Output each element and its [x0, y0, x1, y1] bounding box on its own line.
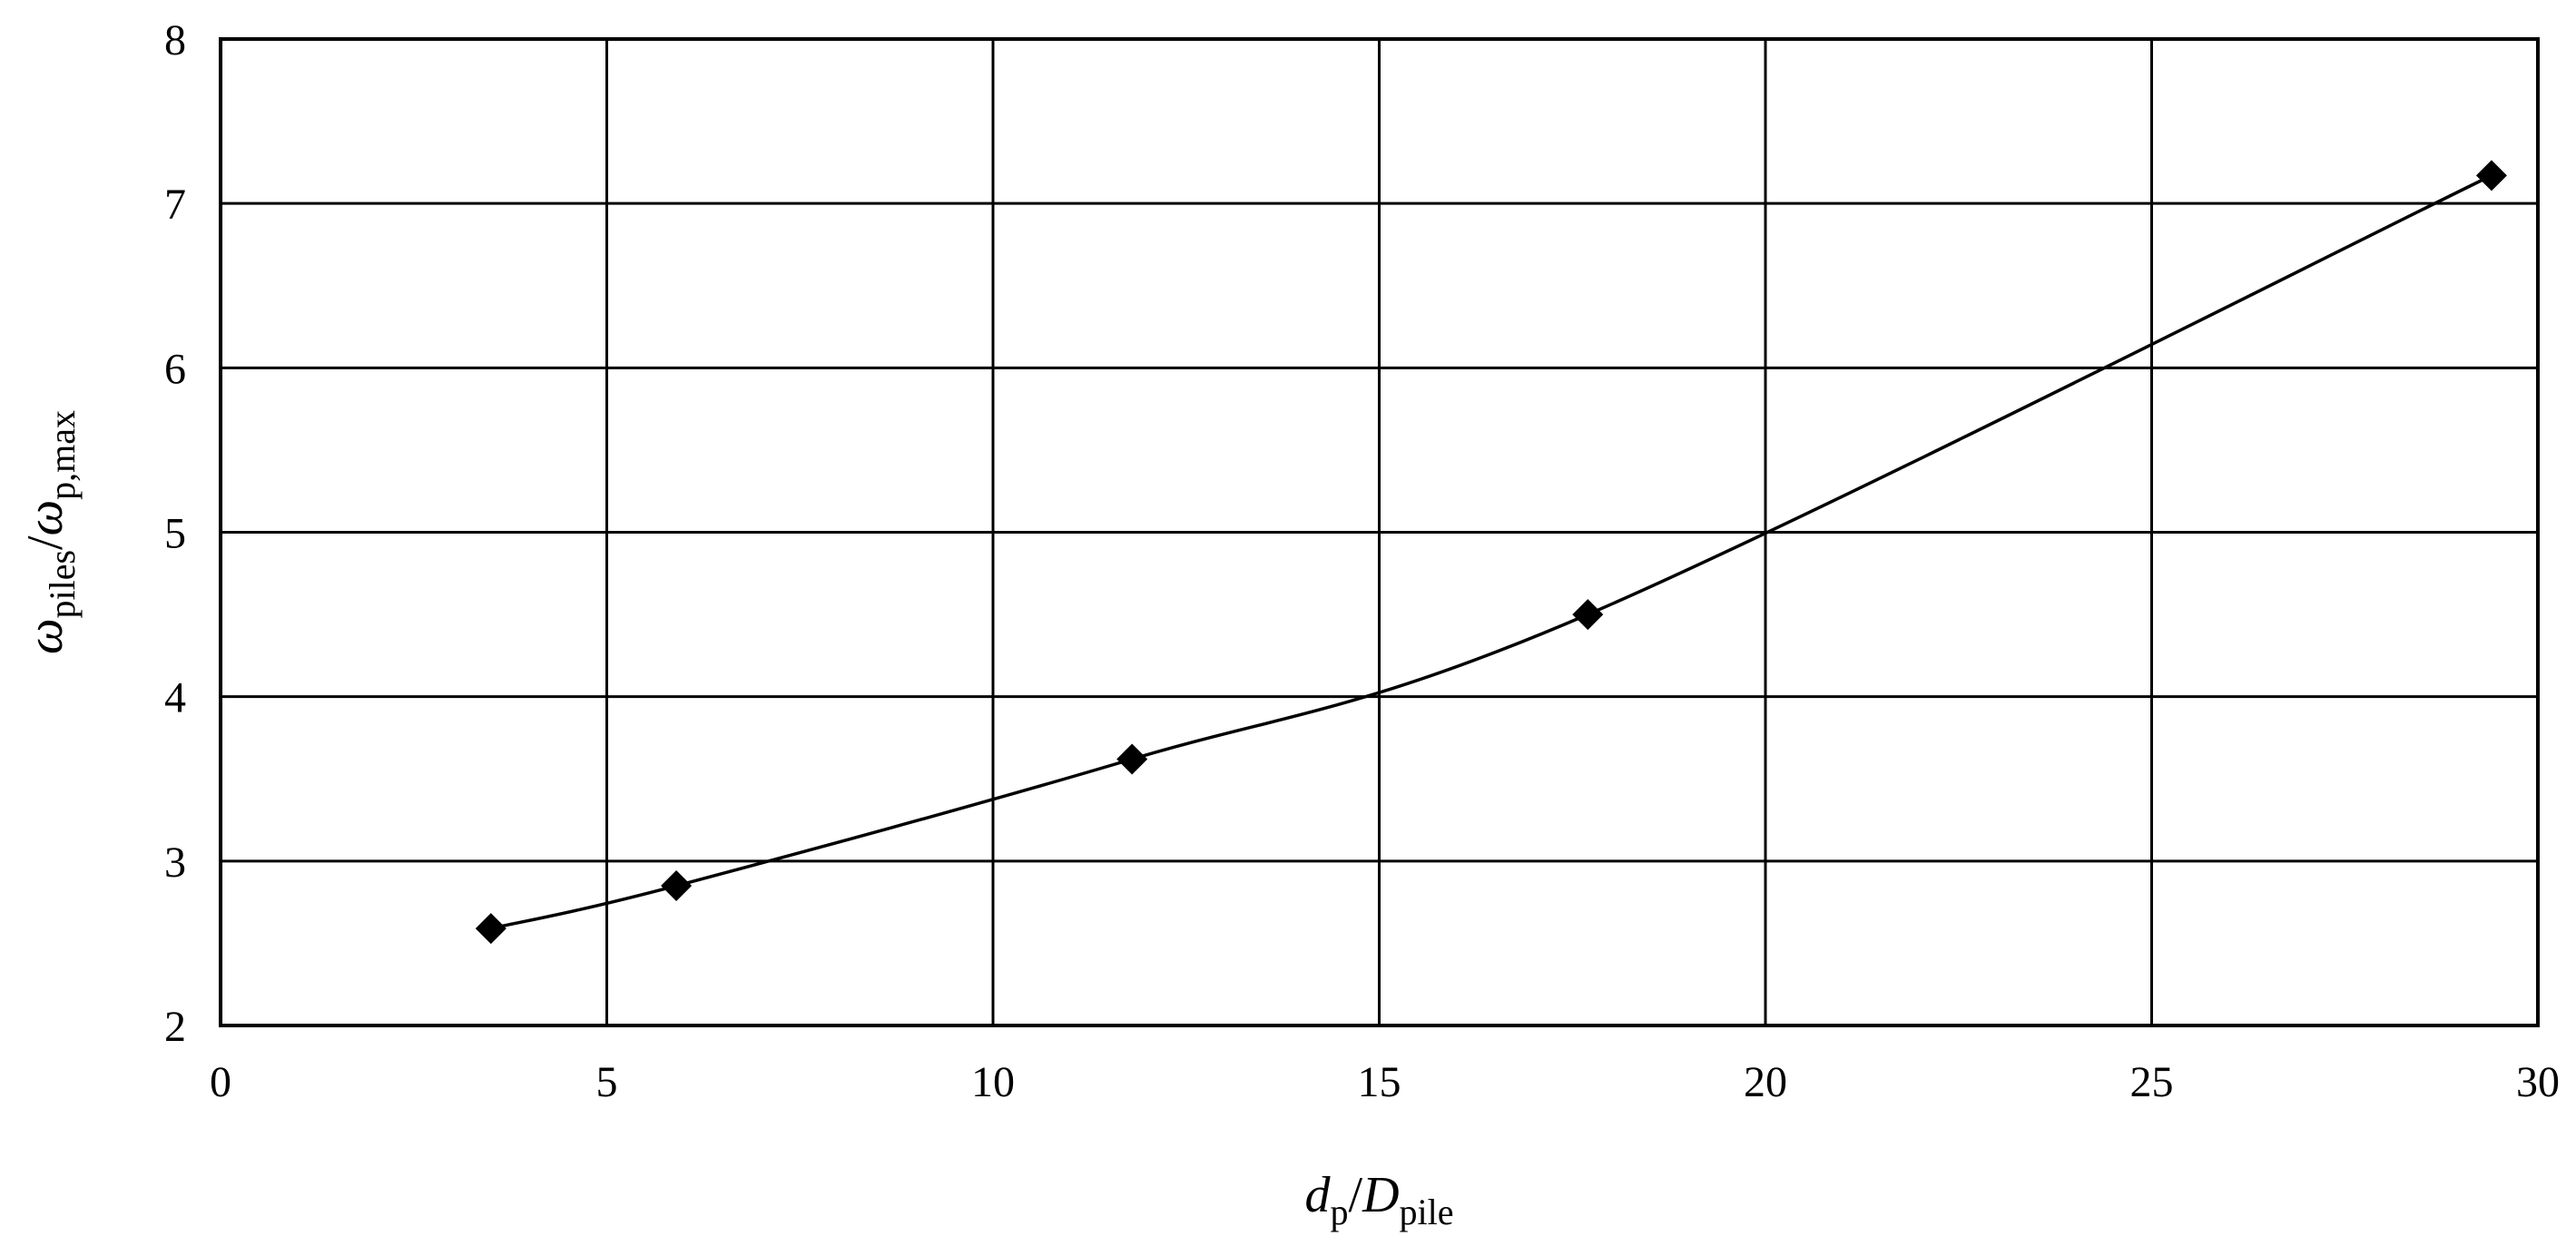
y-axis-label-sep: / — [17, 535, 74, 550]
x-axis-label: dp/Dpile — [1305, 1167, 1454, 1232]
x-tick-label: 10 — [971, 1058, 1015, 1106]
y-tick-label: 4 — [164, 674, 186, 722]
x-tick-label: 0 — [210, 1058, 231, 1106]
y-axis-label-main: ω — [17, 618, 74, 654]
y-tick-label: 2 — [164, 1003, 186, 1051]
y-axis-label-main-sub: piles — [42, 550, 83, 619]
data-point-marker — [661, 870, 693, 902]
data-markers — [475, 160, 2507, 945]
y-tick-label: 8 — [164, 16, 186, 64]
y-axis-label-den-sub: p,max — [42, 410, 83, 500]
y-tick-labels: 2 3 4 5 6 7 8 — [164, 16, 186, 1051]
data-point-marker — [1116, 743, 1148, 775]
x-axis-label-main-sub: p — [1331, 1192, 1349, 1232]
x-tick-label: 15 — [1358, 1058, 1401, 1106]
y-axis-label: ωpiles/ωp,max — [17, 410, 83, 654]
y-tick-label: 5 — [164, 510, 186, 558]
grid-lines — [219, 37, 2540, 1027]
plot-frame — [219, 37, 2540, 1027]
x-axis-label-den-sub: pile — [1400, 1192, 1454, 1232]
x-tick-label: 30 — [2516, 1058, 2560, 1106]
x-tick-label: 25 — [2130, 1058, 2174, 1106]
x-tick-labels: 0 5 10 15 20 25 30 — [210, 1058, 2560, 1106]
y-tick-label: 7 — [164, 181, 186, 229]
data-point-marker — [1572, 599, 1604, 631]
x-axis-label-sep: / — [1349, 1167, 1363, 1223]
x-axis-label-main: d — [1305, 1167, 1332, 1223]
data-point-marker — [2475, 160, 2507, 191]
y-tick-label: 6 — [164, 345, 186, 393]
data-point-marker — [475, 913, 506, 945]
x-axis-label-den: D — [1362, 1167, 1399, 1223]
series-line — [490, 173, 2492, 930]
y-tick-label: 3 — [164, 839, 186, 887]
x-tick-label: 20 — [1744, 1058, 1787, 1106]
x-tick-label: 5 — [596, 1058, 618, 1106]
y-axis-label-den: ω — [17, 500, 74, 536]
